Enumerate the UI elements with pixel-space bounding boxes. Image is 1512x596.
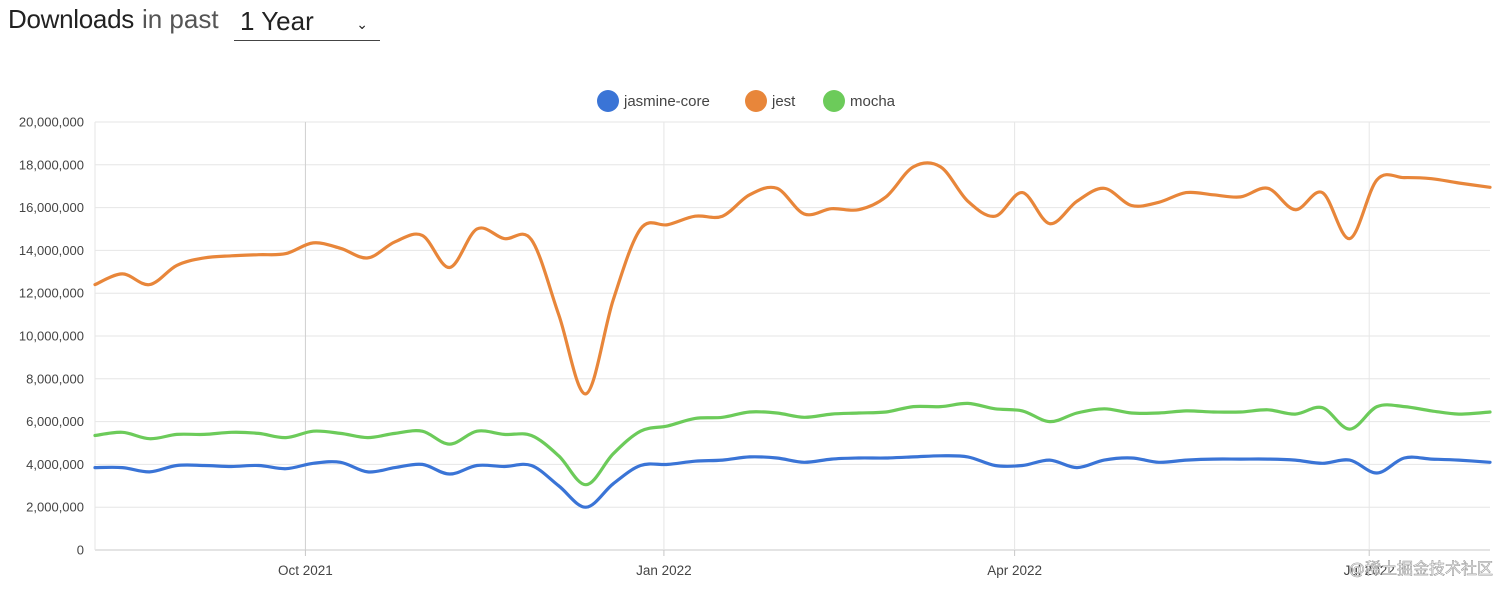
y-tick-label: 4,000,000 [26, 457, 84, 472]
y-tick-label: 2,000,000 [26, 500, 84, 515]
chart-grid [94, 121, 1490, 551]
y-tick-label: 6,000,000 [26, 414, 84, 429]
downloads-title: Downloads [8, 4, 134, 34]
y-tick-label: 0 [77, 543, 84, 558]
time-range-value: 1 Year [240, 6, 314, 36]
y-tick-label: 16,000,000 [19, 200, 84, 215]
downloads-header: Downloads in past [8, 4, 219, 44]
legend-label-jasmine-core: jasmine-core [623, 93, 710, 110]
x-tick-label: Jul 2022 [1344, 563, 1395, 578]
x-tick-label: Oct 2021 [278, 563, 333, 578]
series-line-jest [93, 161, 1492, 396]
watermark-text: @稀土掘金技术社区 [1349, 559, 1493, 578]
chart-series [93, 161, 1492, 509]
y-tick-label: 20,000,000 [19, 115, 84, 130]
y-tick-label: 18,000,000 [19, 157, 84, 172]
chevron-down-icon: ⌄ [356, 16, 368, 32]
x-axis: Oct 2021 Jan 2022 Apr 2022 Jul 2022 [278, 550, 1395, 578]
y-tick-label: 8,000,000 [26, 371, 84, 386]
legend-marker-jasmine-core [597, 90, 619, 112]
legend-marker-jest [745, 90, 767, 112]
y-tick-label: 10,000,000 [19, 329, 84, 344]
x-tick-label: Jan 2022 [636, 563, 692, 578]
x-tick-label: Apr 2022 [987, 563, 1042, 578]
chart-legend: jasmine-core jest mocha [597, 90, 896, 112]
legend-marker-mocha [823, 90, 845, 112]
in-past-label: in past [141, 4, 219, 34]
series-line-mocha [93, 401, 1492, 487]
y-axis: 0 2,000,000 4,000,000 6,000,000 8,000,000 10,… [19, 115, 84, 558]
y-tick-label: 14,000,000 [19, 243, 84, 258]
legend-label-mocha: mocha [850, 93, 896, 110]
y-tick-label: 12,000,000 [19, 286, 84, 301]
series-line-jasmine-core [93, 454, 1492, 509]
time-range-select[interactable]: 1 Year ⌄ [234, 4, 380, 41]
legend-label-jest: jest [771, 93, 796, 110]
